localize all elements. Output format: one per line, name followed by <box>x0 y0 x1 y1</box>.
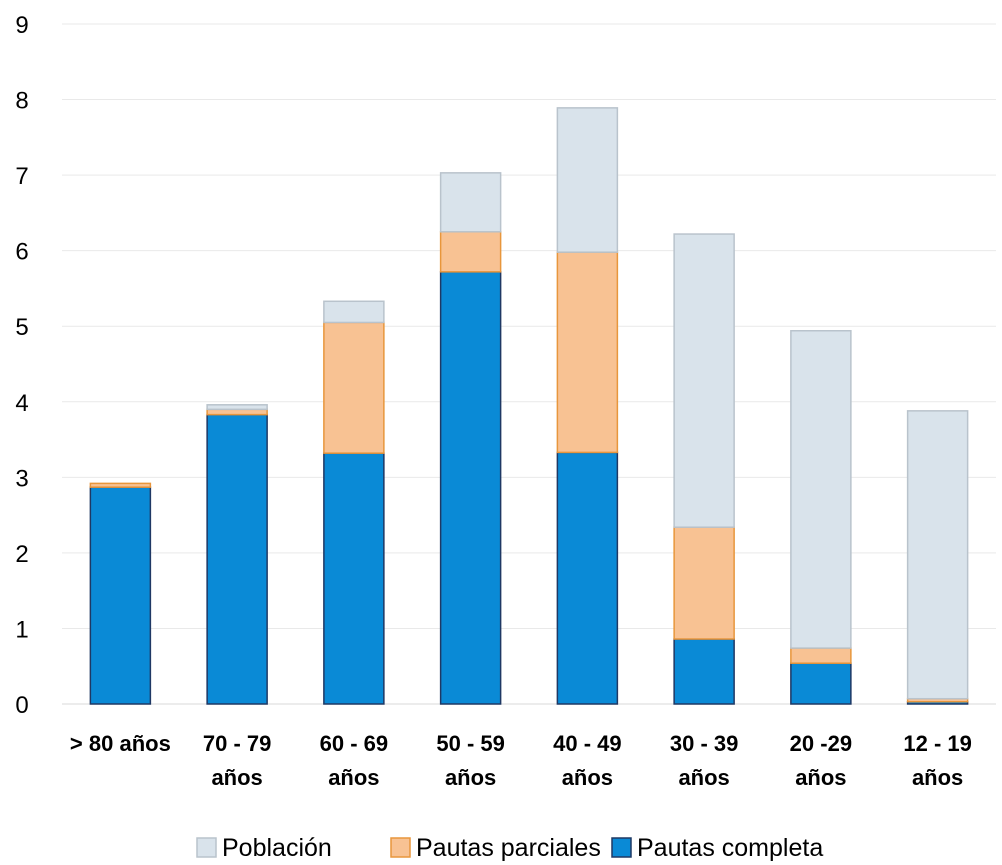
bar-población <box>323 300 385 324</box>
y-tick-label: 9 <box>15 12 28 39</box>
y-tick-label: 5 <box>15 314 28 341</box>
bar-pautas-completa <box>790 662 852 705</box>
bar-pautas-parciales <box>556 251 619 454</box>
bar-pautas-completa <box>206 413 268 705</box>
x-category-label: 70 - 79 <box>203 731 272 756</box>
legend: Población Pautas parciales Pautas completa <box>196 834 823 862</box>
x-axis-category-labels: > 80 años 70 - 79 años 60 - 69 años 50 - 59 añ… <box>70 731 972 790</box>
x-category-label: 40 - 49 <box>553 731 622 756</box>
bar-población <box>673 233 735 528</box>
legend-swatch <box>611 837 632 858</box>
x-category-label: años <box>678 765 729 790</box>
y-tick-label: 6 <box>15 239 28 266</box>
bar-población <box>556 107 619 253</box>
legend-swatch <box>390 837 411 858</box>
x-category-label: años <box>795 765 846 790</box>
bar-pautas-parciales <box>89 482 152 488</box>
bar-población <box>906 410 969 700</box>
bar-población <box>790 330 852 649</box>
legend-swatch <box>196 837 217 858</box>
y-tick-label: 1 <box>15 616 28 643</box>
x-category-label: 60 - 69 <box>320 731 389 756</box>
bar-pautas-completa <box>673 638 735 705</box>
y-tick-label: 2 <box>15 541 28 568</box>
bar-pautas-parciales <box>439 231 502 273</box>
x-category-label: 30 - 39 <box>670 731 739 756</box>
bar-pautas-completa <box>439 271 502 705</box>
bars <box>89 107 969 705</box>
x-category-label: 12 - 19 <box>903 731 972 756</box>
y-axis-tick-labels: 0 1 2 3 4 5 6 7 8 9 <box>15 12 28 719</box>
bar-pautas-parciales <box>790 647 852 664</box>
bar-población <box>439 172 502 233</box>
legend-label: Pautas completa <box>637 834 823 862</box>
x-category-label: años <box>562 765 613 790</box>
bar-población <box>206 404 268 411</box>
x-category-label: años <box>328 765 379 790</box>
y-tick-label: 7 <box>15 163 28 190</box>
gridlines <box>62 23 996 705</box>
x-category-label: > 80 años <box>70 731 171 756</box>
legend-label: Pautas parciales <box>416 834 601 862</box>
y-tick-label: 4 <box>15 390 28 417</box>
x-category-label: años <box>912 765 963 790</box>
bar-pautas-parciales <box>673 526 735 640</box>
x-category-label: 50 - 59 <box>436 731 505 756</box>
bar-pautas-completa <box>323 452 385 705</box>
y-tick-label: 0 <box>15 692 28 719</box>
bar-pautas-parciales <box>323 321 385 454</box>
y-tick-label: 8 <box>15 88 28 115</box>
x-category-label: años <box>211 765 262 790</box>
legend-label: Población <box>222 834 332 862</box>
bar-pautas-parciales <box>206 408 268 416</box>
bar-pautas-completa <box>89 486 152 705</box>
y-tick-label: 3 <box>15 465 28 492</box>
x-category-label: 20 -29 <box>790 731 852 756</box>
x-category-label: años <box>445 765 496 790</box>
bar-pautas-completa <box>556 451 619 705</box>
